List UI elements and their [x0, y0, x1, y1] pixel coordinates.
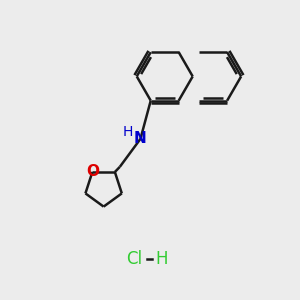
Text: Cl: Cl	[126, 250, 142, 268]
Text: H: H	[155, 250, 168, 268]
Text: O: O	[86, 164, 99, 179]
Text: H: H	[123, 125, 133, 140]
Text: N: N	[134, 131, 147, 146]
